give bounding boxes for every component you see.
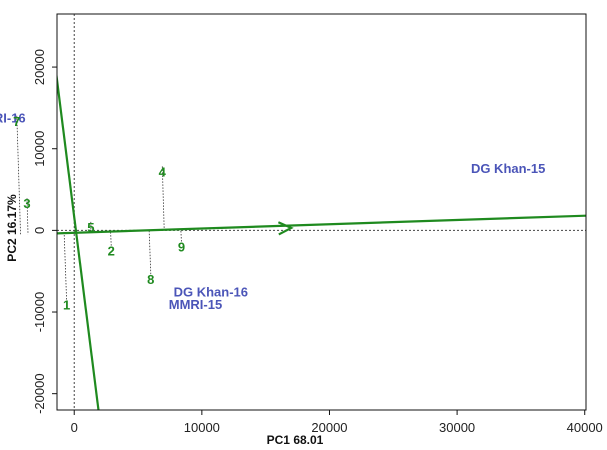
y-tick-label: 0 xyxy=(32,227,47,234)
environment-label: DG Khan-16 xyxy=(174,285,248,300)
y-axis-title: PC2 16.17% xyxy=(5,194,19,262)
projection-line-3 xyxy=(26,198,29,235)
genotype-label: 9 xyxy=(178,240,185,255)
y-tick-label: 20000 xyxy=(32,49,47,85)
y-tick-label: 10000 xyxy=(32,131,47,167)
genotype-label: 4 xyxy=(159,164,167,179)
ate-abscissa-line xyxy=(57,214,586,235)
genotype-label: 5 xyxy=(87,220,94,235)
ate-arrowhead xyxy=(277,221,294,236)
y-tick-label: -10000 xyxy=(32,292,47,332)
projection-lines xyxy=(16,115,182,300)
x-tick-label: 40000 xyxy=(567,420,603,435)
environment-label: MMRI-16 xyxy=(0,111,26,126)
x-tick-label: 20000 xyxy=(311,420,347,435)
projection-line-2 xyxy=(110,231,112,246)
genotype-labels: 12345678910 xyxy=(13,114,185,313)
plot-frame xyxy=(56,13,587,411)
genotype-label: 7 xyxy=(13,114,20,129)
projection-line-7 xyxy=(16,115,21,235)
projection-line-9 xyxy=(180,229,182,242)
x-axis: -1000010000200003000040000 xyxy=(71,410,603,435)
x-tick-label: 10000 xyxy=(184,420,220,435)
genotype-label: 3 xyxy=(23,196,30,211)
environment-label: DG Khan-15 xyxy=(471,161,545,176)
x-axis-title: PC1 68.01 xyxy=(267,433,324,447)
projection-line-1 xyxy=(63,233,67,300)
environment-label: MMRI-15 xyxy=(169,297,222,312)
x-tick-label: 0 xyxy=(71,420,78,435)
y-axis: -20000 -10000 0 10000 20000 xyxy=(32,49,57,414)
genotype-label: 1 xyxy=(63,297,70,312)
genotype-label: 2 xyxy=(108,244,115,259)
genotype-label: 8 xyxy=(147,272,154,287)
y-tick-label: -20000 xyxy=(32,373,47,413)
projection-line-8 xyxy=(148,230,152,275)
x-tick-label: 30000 xyxy=(439,420,475,435)
